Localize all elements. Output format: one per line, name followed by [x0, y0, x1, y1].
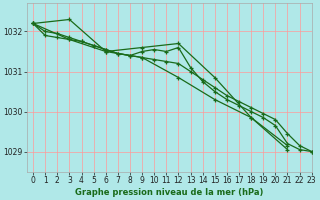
X-axis label: Graphe pression niveau de la mer (hPa): Graphe pression niveau de la mer (hPa)	[75, 188, 264, 197]
